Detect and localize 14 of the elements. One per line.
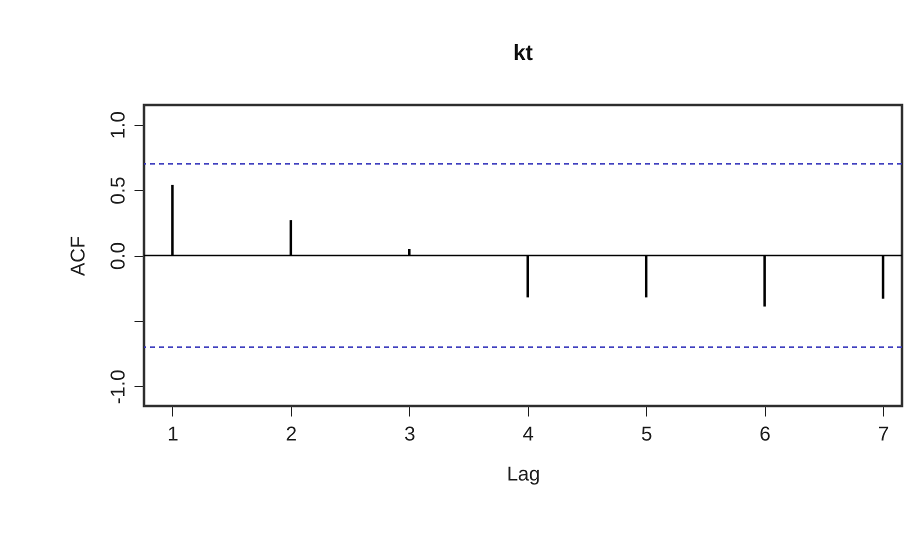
- x-tick-label: 1: [167, 424, 178, 446]
- y-axis-title: ACF: [68, 236, 90, 276]
- x-tick-label: 6: [760, 424, 771, 446]
- x-tick-label: 4: [522, 424, 534, 446]
- x-tick-label: 5: [641, 424, 652, 446]
- y-tick-label: -1.0: [108, 370, 130, 404]
- y-tick-label: 0.5: [108, 176, 130, 204]
- x-tick-label: 2: [286, 424, 297, 446]
- y-tick-label: 1.0: [108, 111, 130, 140]
- x-tick-label: 7: [878, 424, 890, 446]
- chart-title: kt: [513, 40, 534, 65]
- x-tick-label: 3: [404, 424, 416, 446]
- x-axis-title: Lag: [506, 464, 540, 486]
- y-tick-label: 0.0: [108, 242, 130, 270]
